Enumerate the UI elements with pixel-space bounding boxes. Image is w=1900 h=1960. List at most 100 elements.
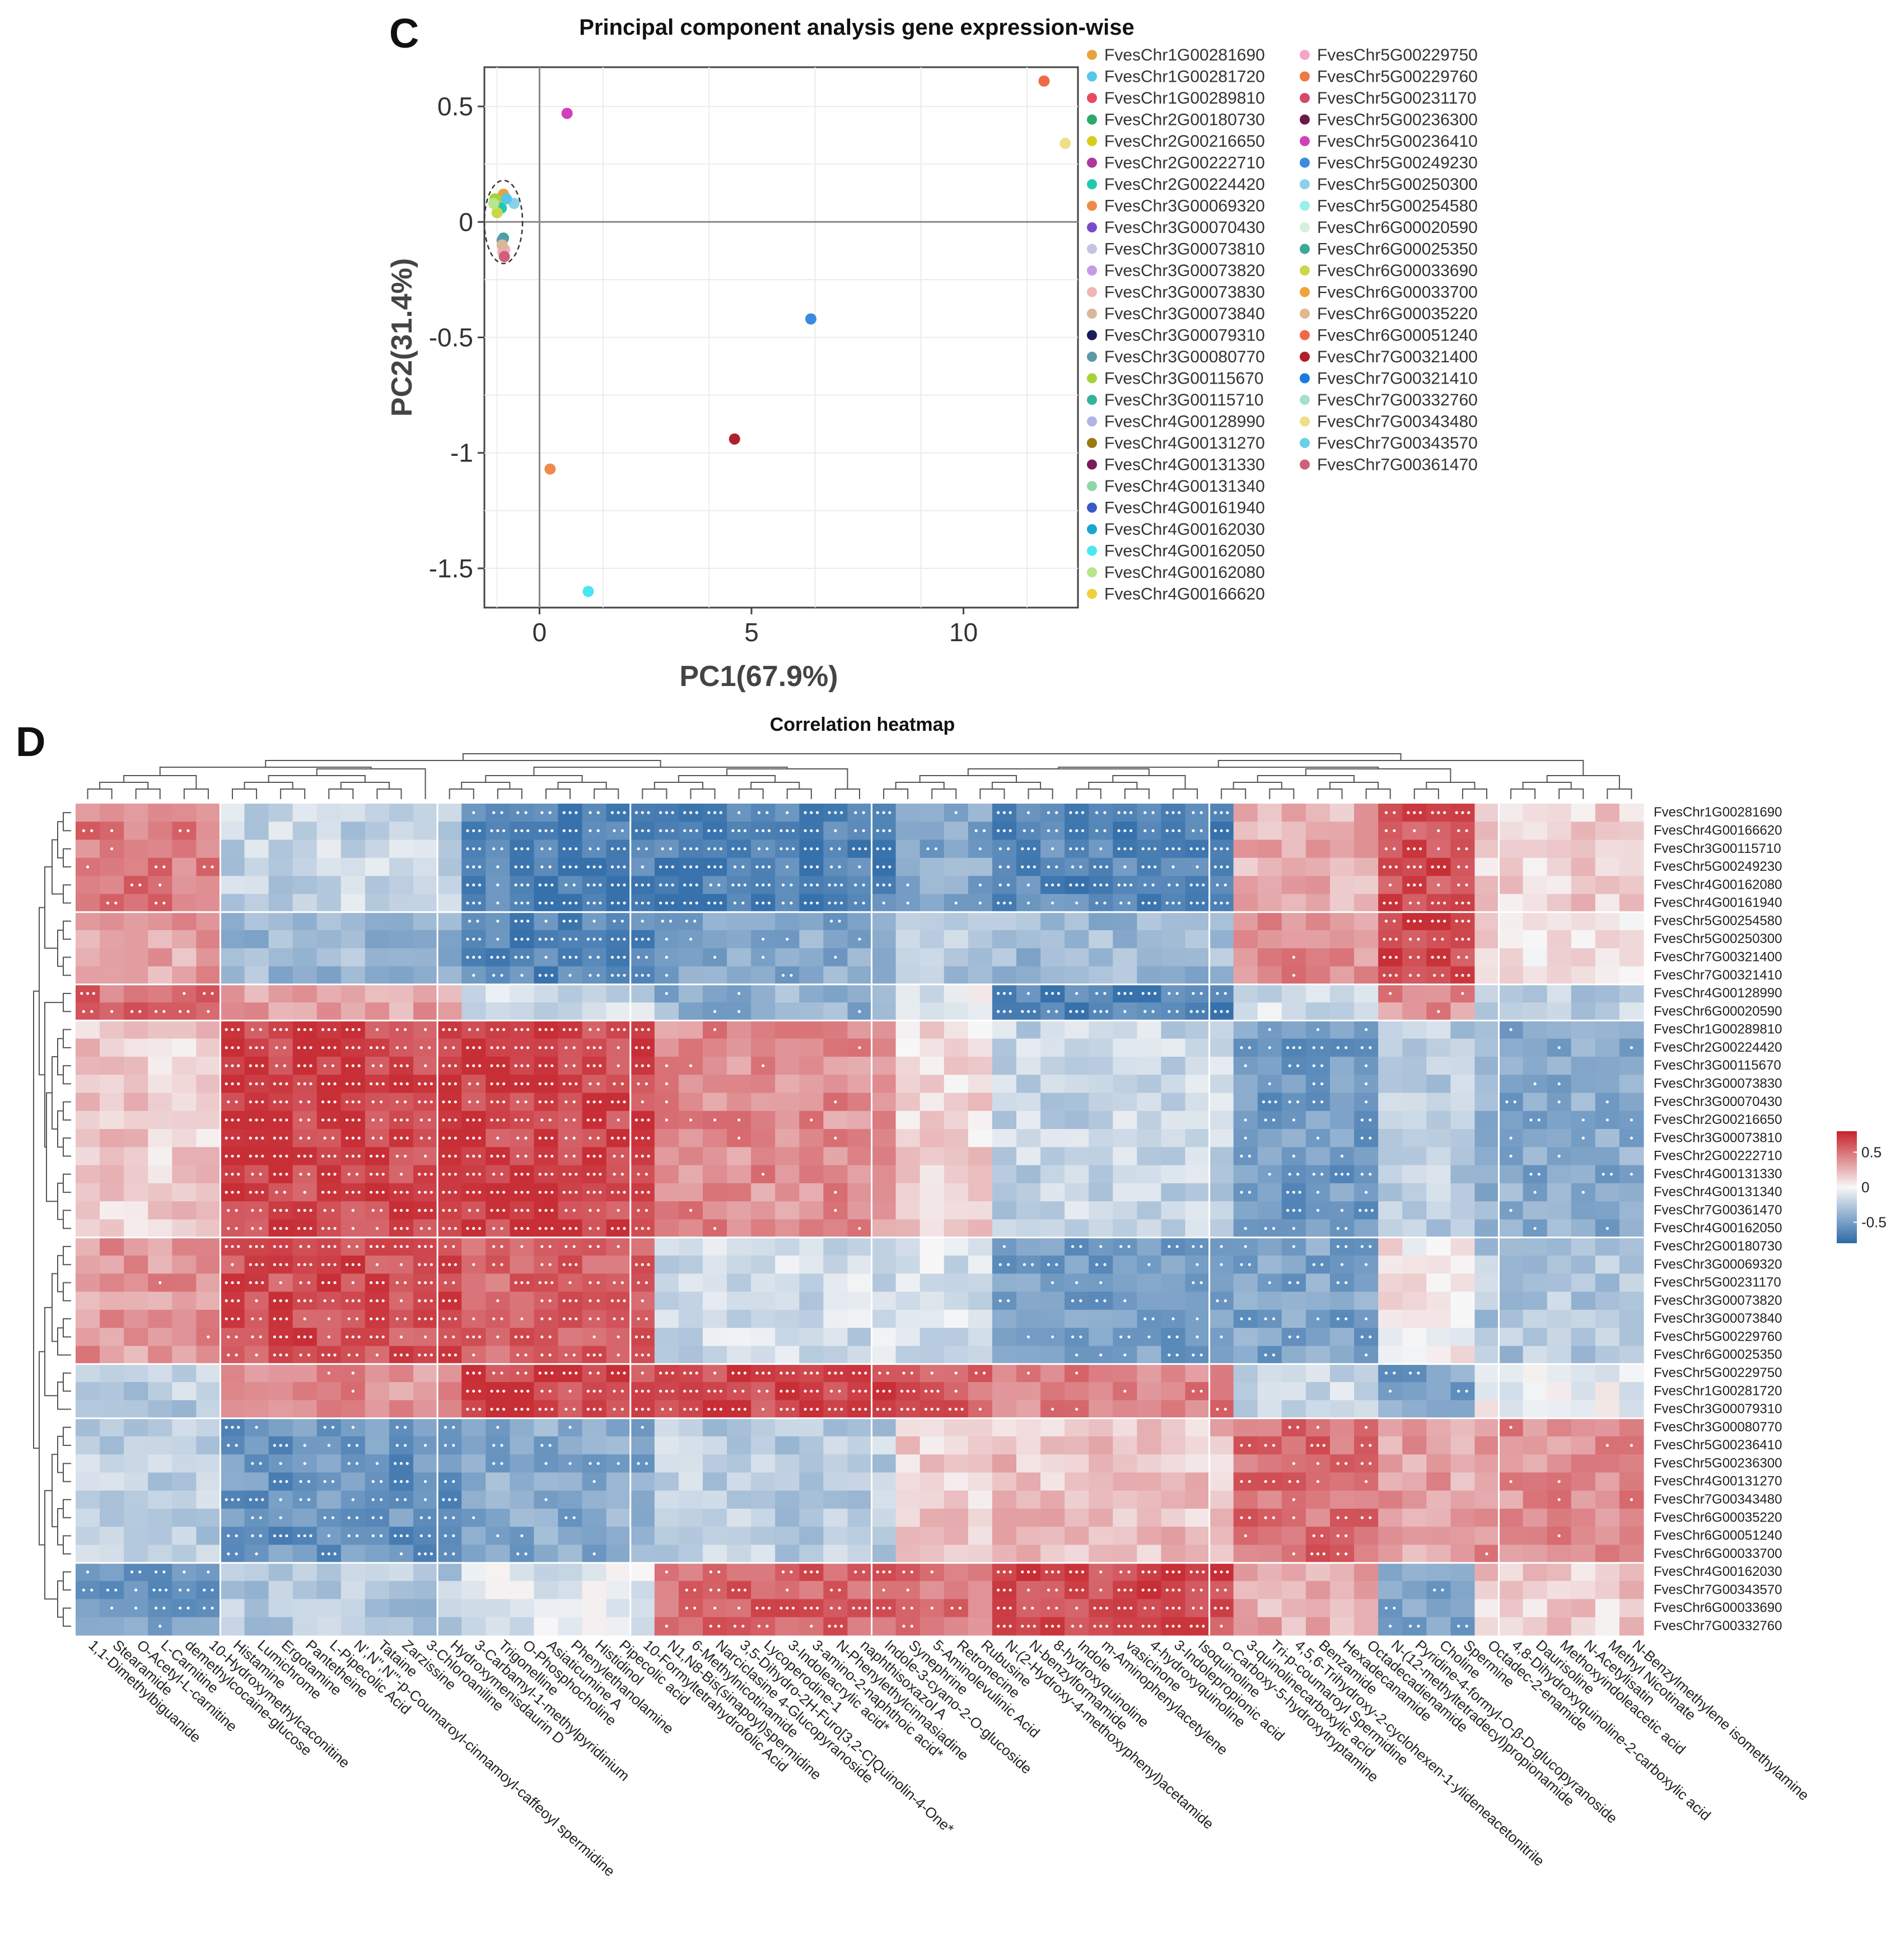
significance-dot (669, 847, 673, 851)
significance-dot (779, 847, 783, 851)
significance-dot (592, 883, 596, 886)
heatmap-cell (1281, 1400, 1306, 1419)
heatmap-cell (1040, 1472, 1065, 1491)
heatmap-cell (1474, 804, 1500, 822)
pca-point (561, 108, 573, 119)
significance-dot (665, 937, 668, 941)
significance-dot (430, 1082, 433, 1085)
heatmap-cell (582, 804, 607, 822)
significance-dot (448, 1299, 451, 1303)
heatmap-cell (1571, 966, 1596, 985)
significance-dot (371, 1118, 375, 1122)
heatmap-cell (992, 1273, 1017, 1292)
heatmap-cell (172, 1418, 197, 1437)
significance-dot (854, 883, 857, 886)
y-tick-label: 0 (459, 207, 473, 236)
heatmap-cell (124, 948, 148, 967)
significance-dot (251, 1227, 254, 1230)
significance-dot (858, 1389, 861, 1393)
legend-swatch (1087, 567, 1097, 577)
heatmap-cell (727, 912, 751, 931)
heatmap-cell (944, 1273, 969, 1292)
significance-dot (713, 1407, 717, 1411)
significance-dot (544, 1028, 548, 1032)
heatmap-cell (823, 1328, 848, 1347)
heatmap-cell (1065, 1544, 1089, 1564)
significance-dot (623, 865, 626, 869)
heatmap-cell (775, 1165, 800, 1184)
heatmap-cell (1523, 1020, 1548, 1039)
heatmap-cell (1209, 1309, 1234, 1328)
significance-dot (1443, 865, 1446, 869)
significance-dot (1021, 847, 1024, 851)
significance-dot (544, 1371, 548, 1375)
significance-dot (544, 901, 548, 905)
heatmap-cell (1113, 1527, 1137, 1546)
significance-dot (838, 847, 841, 851)
significance-dot (1264, 1317, 1267, 1320)
heatmap-cell (871, 1237, 897, 1256)
heatmap-cell (1305, 984, 1331, 1003)
significance-dot (82, 829, 85, 833)
heatmap-cell (1233, 1093, 1258, 1112)
significance-dot (647, 1354, 650, 1357)
heatmap-cell (775, 1147, 800, 1166)
heatmap-cell (365, 1509, 390, 1527)
significance-dot (1509, 1208, 1512, 1212)
significance-dot (399, 1534, 403, 1538)
heatmap-cell (365, 894, 390, 913)
significance-dot (1320, 1046, 1324, 1049)
heatmap-cell (823, 1490, 848, 1509)
heatmap-cell (1426, 1237, 1451, 1256)
heatmap-cell (678, 1490, 703, 1509)
significance-dot (500, 1462, 503, 1465)
heatmap-cell (534, 1328, 559, 1347)
heatmap-cell (919, 1110, 945, 1130)
heatmap-cell (1571, 1075, 1596, 1094)
heatmap-cell (1378, 1110, 1403, 1130)
significance-dot (790, 974, 793, 977)
significance-dot (1296, 1064, 1300, 1067)
significance-dot (592, 920, 596, 923)
heatmap-cell (1137, 1056, 1162, 1075)
heatmap-cell (76, 804, 100, 822)
significance-dot (520, 1118, 524, 1122)
heatmap-cell (1281, 912, 1306, 931)
significance-dot (285, 1227, 288, 1230)
legend-swatch (1300, 395, 1310, 405)
significance-dot (1143, 829, 1147, 833)
heatmap-cell (1113, 1472, 1137, 1491)
heatmap-cell (1065, 1038, 1089, 1057)
significance-dot (370, 1299, 373, 1303)
significance-dot (303, 1028, 306, 1032)
significance-dot (297, 1082, 301, 1085)
significance-dot (399, 1118, 403, 1122)
heatmap-cell (1523, 1418, 1548, 1437)
heatmap-cell (919, 839, 945, 858)
heatmap-cell (1161, 1400, 1186, 1419)
significance-dot (1288, 1281, 1291, 1285)
heatmap-cell (558, 1056, 583, 1075)
significance-dot (713, 1028, 717, 1032)
significance-dot (370, 1281, 373, 1285)
heatmap-cell (1209, 1418, 1234, 1437)
heatmap-cell (76, 930, 100, 949)
heatmap-cell (172, 1346, 197, 1365)
heatmap-cell (413, 984, 438, 1003)
significance-dot (568, 901, 572, 905)
heatmap-cell (654, 1454, 679, 1473)
significance-dot (562, 1263, 566, 1266)
significance-dot (1389, 1389, 1392, 1393)
significance-dot (235, 1354, 238, 1357)
heatmap-cell (1330, 1110, 1355, 1130)
heatmap-cell (100, 894, 124, 913)
heatmap-cell (847, 1183, 872, 1202)
significance-dot (623, 1136, 626, 1140)
significance-dot (661, 920, 664, 923)
significance-dot (1365, 1426, 1368, 1429)
significance-dot (472, 865, 475, 869)
significance-dot (647, 974, 650, 977)
heatmap-cell (100, 1364, 124, 1383)
significance-dot (424, 1480, 427, 1483)
significance-dot (255, 1082, 258, 1085)
